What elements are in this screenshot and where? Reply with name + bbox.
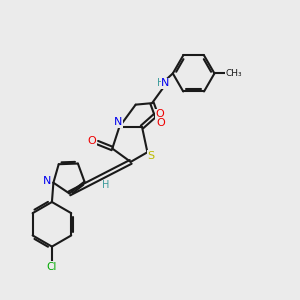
Text: O: O — [156, 109, 164, 119]
Text: CH₃: CH₃ — [225, 69, 242, 78]
Text: S: S — [147, 151, 155, 161]
Text: H: H — [102, 180, 110, 190]
Text: N: N — [114, 118, 122, 128]
Text: Cl: Cl — [47, 262, 57, 272]
Text: N: N — [161, 78, 170, 88]
Text: O: O — [156, 118, 165, 128]
Text: N: N — [43, 176, 52, 186]
Text: O: O — [88, 136, 97, 146]
Text: H: H — [157, 78, 164, 88]
